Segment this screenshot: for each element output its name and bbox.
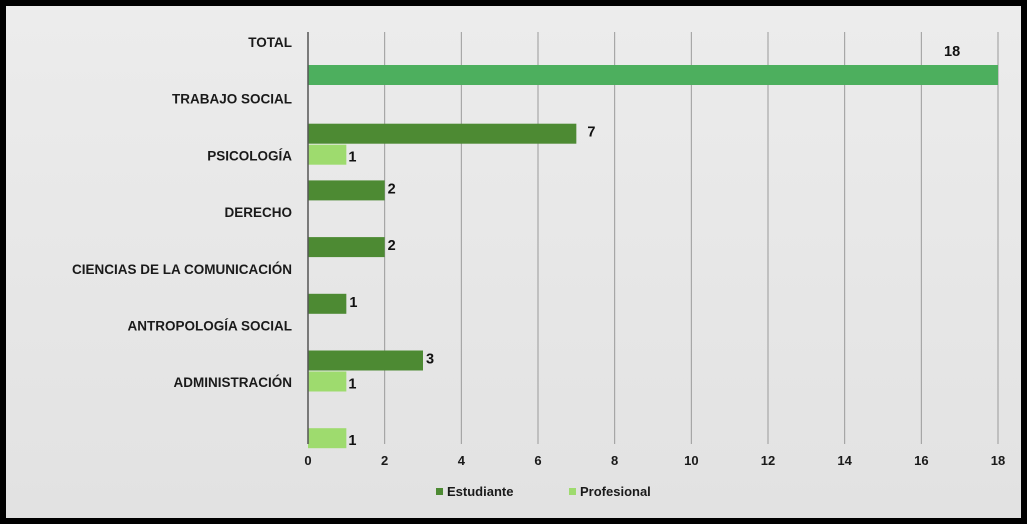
x-tick-label: 8	[611, 453, 618, 468]
data-label-estudiante: 1	[349, 295, 357, 311]
bar-estudiante	[308, 123, 577, 144]
x-tick-label: 4	[458, 453, 466, 468]
legend-label-estudiante: Estudiante	[447, 484, 513, 499]
bar-estudiante	[308, 237, 385, 258]
data-label-estudiante: 3	[426, 352, 434, 368]
gridlines	[384, 32, 999, 444]
category-label: TOTAL	[248, 35, 292, 50]
data-label-profesional: 1	[348, 433, 356, 449]
bar-total	[308, 65, 998, 85]
bars	[308, 65, 998, 449]
bar-chart: TOTAL TRABAJO SOCIAL PSICOLOGÍA DERECHO CIEN…	[72, 32, 1005, 499]
category-label: DERECHO	[224, 205, 292, 220]
x-tick-label: 10	[684, 453, 698, 468]
bar-profesional	[308, 428, 347, 449]
category-label: ADMINISTRACIÓN	[174, 375, 293, 390]
legend: Estudiante Profesional	[436, 484, 651, 499]
x-tick-label: 14	[837, 453, 852, 468]
bar-profesional	[308, 144, 347, 165]
legend-swatch-profesional	[569, 488, 576, 495]
data-label-estudiante: 7	[587, 125, 595, 141]
data-label-total: 18	[944, 44, 960, 60]
category-label: TRABAJO SOCIAL	[172, 92, 292, 107]
x-tick-label: 12	[761, 453, 775, 468]
category-label: ANTROPOLOGÍA SOCIAL	[128, 319, 293, 334]
bar-estudiante	[308, 350, 423, 371]
category-label: PSICOLOGÍA	[207, 148, 292, 163]
bar-profesional	[308, 371, 347, 392]
data-label-estudiante: 2	[388, 181, 396, 197]
data-label-estudiante: 2	[388, 238, 396, 254]
legend-label-profesional: Profesional	[580, 484, 651, 499]
category-label: CIENCIAS DE LA COMUNICACIÓN	[72, 262, 292, 277]
data-label-profesional: 1	[348, 150, 356, 166]
x-tick-label: 16	[914, 453, 928, 468]
x-tick-label: 2	[381, 453, 388, 468]
data-label-profesional: 1	[348, 377, 356, 393]
bar-estudiante	[308, 180, 385, 201]
data-labels: 18 7 1 2 2 1 3 1 1	[348, 44, 960, 449]
x-tick-label: 0	[304, 453, 311, 468]
x-tick-label: 6	[534, 453, 541, 468]
chart-frame: TOTAL TRABAJO SOCIAL PSICOLOGÍA DERECHO CIEN…	[6, 6, 1021, 518]
legend-swatch-estudiante	[436, 488, 443, 495]
x-tick-label: 18	[991, 453, 1005, 468]
category-labels: TOTAL TRABAJO SOCIAL PSICOLOGÍA DERECHO CIEN…	[72, 35, 292, 390]
tick-labels: 0 2 4 6 8 10 12 14 16 18	[304, 453, 1005, 468]
bar-estudiante	[308, 293, 347, 314]
